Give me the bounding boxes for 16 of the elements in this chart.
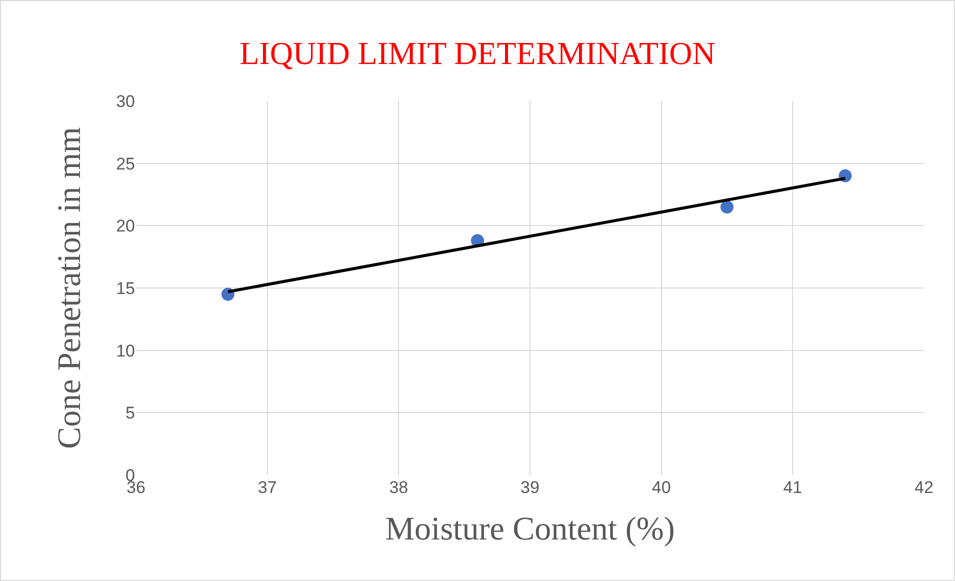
x-tick-label: 38 [389,478,408,497]
y-tick-label: 15 [116,278,135,298]
x-tick-label: 40 [652,478,671,497]
y-tick-label: 20 [116,216,135,236]
y-tick-label: 10 [116,341,135,360]
point [720,200,734,214]
y-tick-label: 30 [116,92,135,111]
y-tick-label: 5 [126,404,135,423]
y-axis-title: Cone Penetration in mm [52,126,88,449]
chart-title: LIQUID LIMIT DETERMINATION [240,34,716,71]
x-axis-title: Moisture Content (%) [385,512,675,548]
x-tick-label: 37 [258,478,277,497]
x-tick-label: 39 [520,478,540,497]
x-tick-label: 42 [914,478,934,497]
y-tick-label: 25 [116,154,135,174]
x-tick-label: 41 [783,478,802,497]
